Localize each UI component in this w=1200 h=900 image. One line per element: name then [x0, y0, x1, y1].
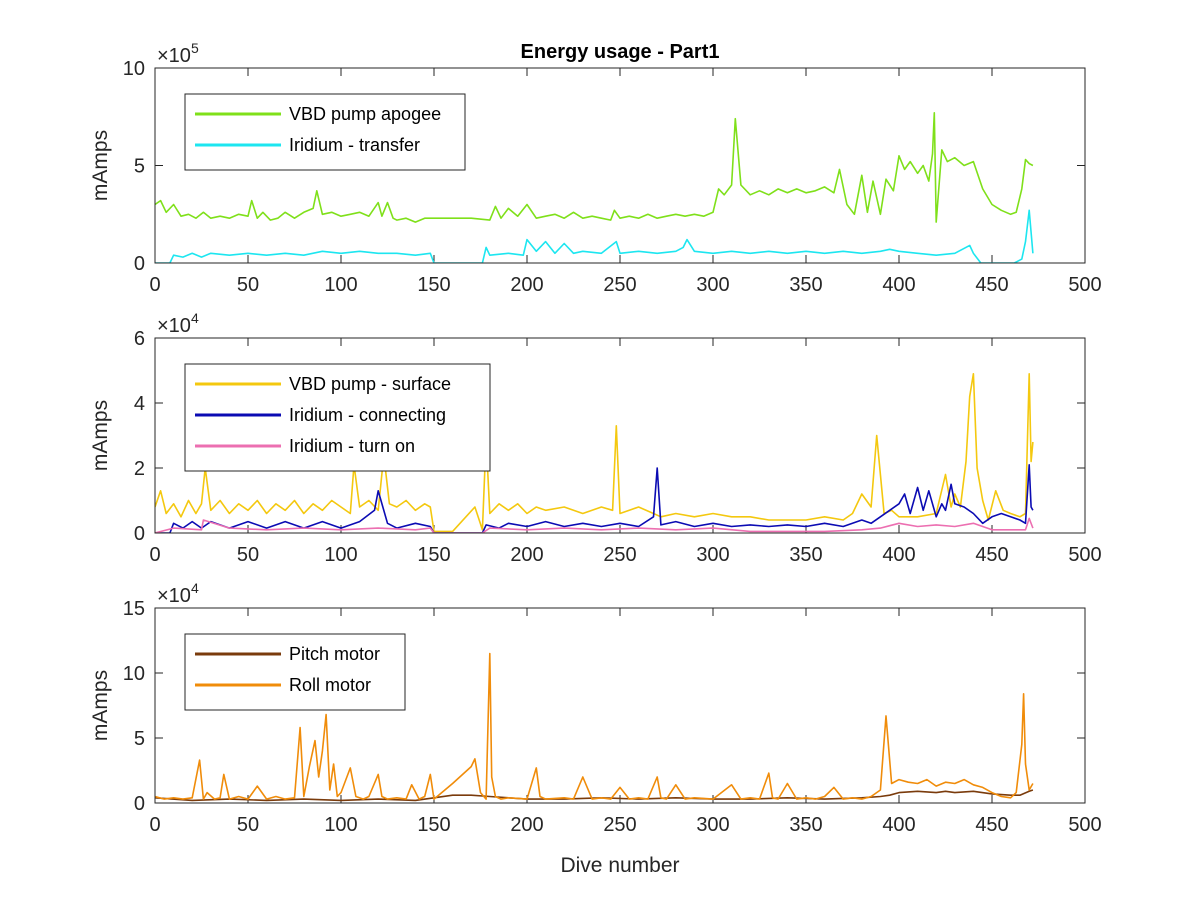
- x-tick-label: 350: [789, 544, 822, 566]
- legend-label: Pitch motor: [289, 644, 380, 664]
- y-axis-label: mAmps: [89, 670, 112, 741]
- x-axis-label: Dive number: [560, 854, 679, 877]
- y-exponent-label: ×104: [157, 580, 199, 607]
- x-tick-label: 0: [149, 544, 160, 566]
- x-tick-label: 150: [417, 274, 450, 296]
- figure-title: Energy usage - Part1: [521, 41, 720, 63]
- y-tick-label: 0: [134, 523, 145, 545]
- x-tick-label: 500: [1068, 814, 1101, 836]
- axes-bottom: 0 50 100 150 200 250 300 350 400 450 500 0 5 10 15 ×104…: [89, 580, 1102, 836]
- y-axis-label: mAmps: [89, 400, 112, 471]
- x-tick-label: 50: [237, 544, 259, 566]
- y-tick-label: 4: [134, 393, 145, 415]
- y-exponent-label: ×105: [157, 40, 199, 67]
- x-tick-label: 250: [603, 544, 636, 566]
- x-tick-label: 300: [696, 814, 729, 836]
- y-tick-label: 5: [134, 728, 145, 750]
- axes-top: 0 50 100 150 200 250 300 350 400 450 500 0 5 10 ×105 mA…: [89, 40, 1102, 296]
- series-line-2: [155, 209, 1034, 263]
- x-tick-label: 500: [1068, 544, 1101, 566]
- y-tick-label: 6: [134, 328, 145, 350]
- x-tick-label: 350: [789, 814, 822, 836]
- x-tick-label: 300: [696, 274, 729, 296]
- y-tick-label: 15: [123, 598, 145, 620]
- x-tick-label: 400: [882, 274, 915, 296]
- legend-label: VBD pump apogee: [289, 104, 441, 124]
- x-tick-label: 0: [149, 274, 160, 296]
- axes-middle: 0 50 100 150 200 250 300 350 400 450 500 0 2 4 6 ×104 mA…: [89, 310, 1102, 566]
- x-tick-label: 250: [603, 814, 636, 836]
- series-line-2: [155, 652, 1034, 800]
- x-tick-label: 50: [237, 274, 259, 296]
- x-tick-label: 350: [789, 274, 822, 296]
- y-tick-label: 0: [134, 253, 145, 275]
- x-tick-label: 150: [417, 814, 450, 836]
- x-tick-label: 300: [696, 544, 729, 566]
- axes-frame: [154, 607, 1086, 804]
- x-tick-label: 50: [237, 814, 259, 836]
- x-tick-label: 400: [882, 814, 915, 836]
- axes-frame: [154, 337, 1086, 534]
- x-tick-label: 100: [324, 274, 357, 296]
- series-line-2: [155, 463, 1034, 533]
- y-tick-label: 2: [134, 458, 145, 480]
- x-tick-label: 400: [882, 544, 915, 566]
- series-line-1: [155, 112, 1034, 223]
- y-tick-label: 5: [134, 156, 145, 178]
- legend-box: [184, 633, 406, 711]
- y-tick-label: 10: [123, 663, 145, 685]
- y-axis-label: mAmps: [89, 130, 112, 201]
- x-tick-label: 200: [510, 814, 543, 836]
- legend-label: Iridium - transfer: [289, 135, 420, 155]
- x-tick-label: 200: [510, 544, 543, 566]
- legend-label: VBD pump - surface: [289, 374, 451, 394]
- x-tick-label: 250: [603, 274, 636, 296]
- x-tick-label: 100: [324, 544, 357, 566]
- axes-frame: [154, 67, 1086, 264]
- y-exponent-label: ×104: [157, 310, 199, 337]
- legend-label: Roll motor: [289, 675, 371, 695]
- y-tick-label: 10: [123, 58, 145, 80]
- x-tick-label: 100: [324, 814, 357, 836]
- x-tick-label: 500: [1068, 274, 1101, 296]
- series-line-3: [155, 517, 1034, 533]
- legend-box: [184, 93, 466, 171]
- x-tick-label: 150: [417, 544, 450, 566]
- x-tick-label: 450: [975, 274, 1008, 296]
- legend-label: Iridium - turn on: [289, 436, 415, 456]
- x-tick-label: 200: [510, 274, 543, 296]
- legend-box: [184, 363, 491, 472]
- series-line-1: [155, 372, 1034, 533]
- legend-label: Iridium - connecting: [289, 405, 446, 425]
- x-tick-label: 450: [975, 544, 1008, 566]
- x-tick-label: 0: [149, 814, 160, 836]
- y-tick-label: 0: [134, 793, 145, 815]
- x-tick-label: 450: [975, 814, 1008, 836]
